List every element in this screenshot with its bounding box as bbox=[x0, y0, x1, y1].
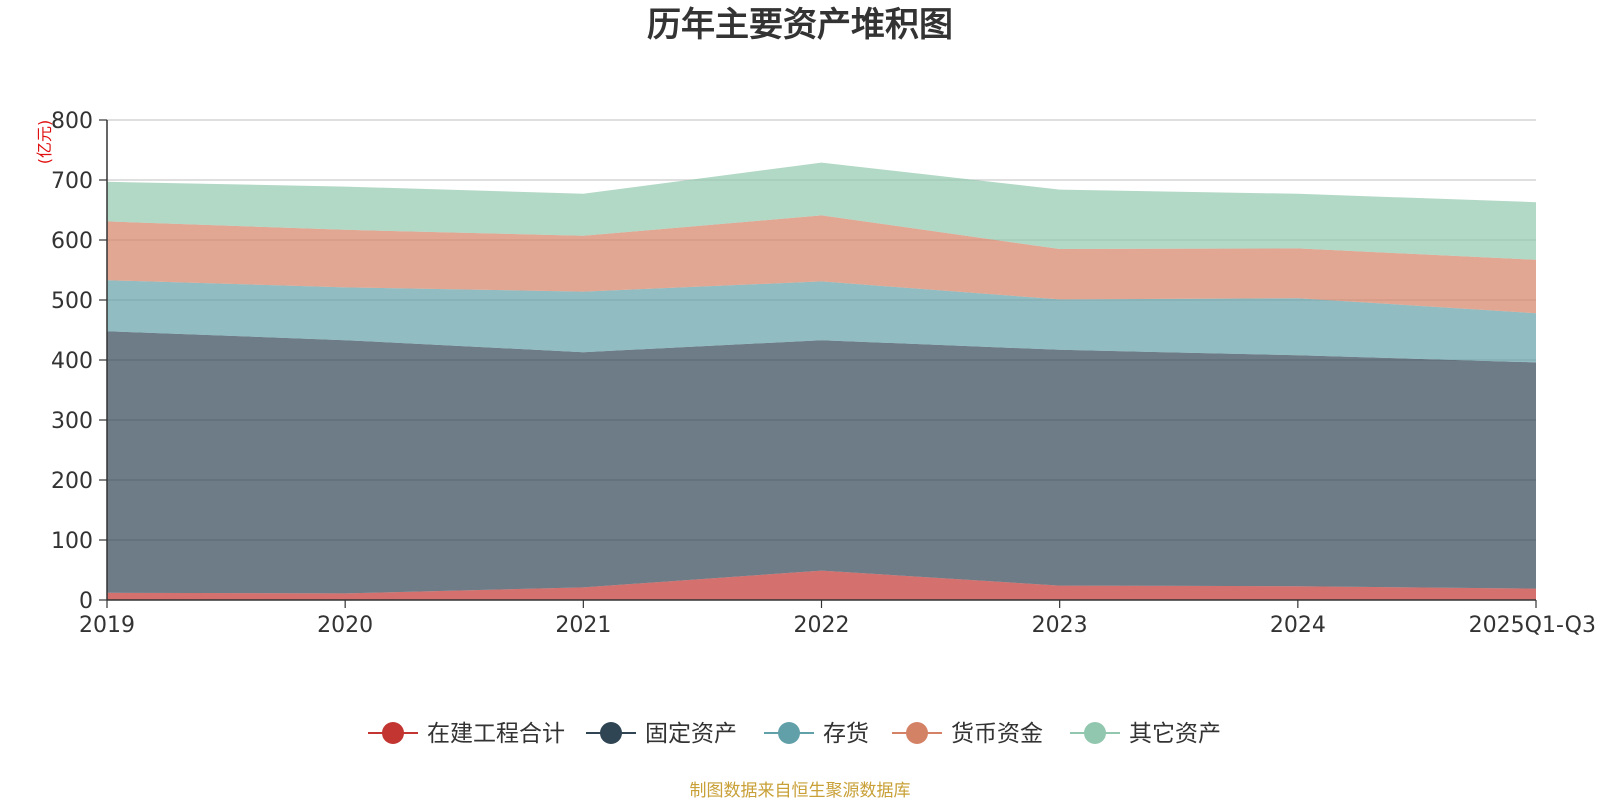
legend-label: 固定资产 bbox=[645, 721, 737, 747]
legend-label: 存货 bbox=[823, 721, 869, 747]
legend-item[interactable]: 货币资金 bbox=[892, 721, 1043, 747]
y-tick-label: 400 bbox=[51, 349, 93, 374]
y-axis-unit-label: (亿元) bbox=[35, 120, 54, 165]
x-tick-label: 2022 bbox=[794, 613, 850, 638]
y-tick-label: 700 bbox=[51, 169, 93, 194]
area-在建工程合计 bbox=[107, 570, 1536, 600]
y-tick-label: 600 bbox=[51, 229, 93, 254]
x-tick-label: 2020 bbox=[317, 613, 373, 638]
y-tick-label: 800 bbox=[51, 109, 93, 134]
legend-label: 在建工程合计 bbox=[427, 721, 565, 747]
legend-item[interactable]: 存货 bbox=[764, 721, 869, 747]
y-tick-label: 0 bbox=[79, 589, 93, 614]
legend-marker bbox=[778, 722, 800, 744]
legend-item[interactable]: 固定资产 bbox=[586, 721, 737, 747]
y-tick-label: 300 bbox=[51, 409, 93, 434]
area-货币资金 bbox=[107, 215, 1536, 314]
chart-title: 历年主要资产堆积图 bbox=[647, 5, 953, 45]
area-存货 bbox=[107, 280, 1536, 363]
y-tick-label: 500 bbox=[51, 289, 93, 314]
axes: 0 100 200 300 400 500 600 700 800 2019 2020 2021 202… bbox=[51, 109, 1596, 638]
x-tick-label: 2021 bbox=[555, 613, 611, 638]
legend-marker bbox=[1084, 722, 1106, 744]
x-tick-label: 2019 bbox=[79, 613, 135, 638]
x-tick-label: 2023 bbox=[1032, 613, 1088, 638]
x-tick-label: 2025Q1-Q3 bbox=[1469, 613, 1596, 638]
area-series-group bbox=[107, 162, 1536, 600]
legend-marker bbox=[382, 722, 404, 744]
legend-item[interactable]: 其它资产 bbox=[1070, 721, 1221, 747]
area-固定资产 bbox=[107, 331, 1536, 594]
legend-item[interactable]: 在建工程合计 bbox=[368, 721, 565, 747]
legend: 在建工程合计 固定资产 存货 货币资金 其它资产 bbox=[368, 721, 1221, 747]
legend-marker bbox=[906, 722, 928, 744]
legend-label: 其它资产 bbox=[1129, 721, 1221, 747]
y-tick-label: 100 bbox=[51, 529, 93, 554]
x-tick-label: 2024 bbox=[1270, 613, 1326, 638]
y-tick-label: 200 bbox=[51, 469, 93, 494]
legend-marker bbox=[600, 722, 622, 744]
area-其它资产 bbox=[107, 162, 1536, 260]
legend-label: 货币资金 bbox=[951, 721, 1043, 747]
source-note: 制图数据来自恒生聚源数据库 bbox=[690, 781, 911, 800]
